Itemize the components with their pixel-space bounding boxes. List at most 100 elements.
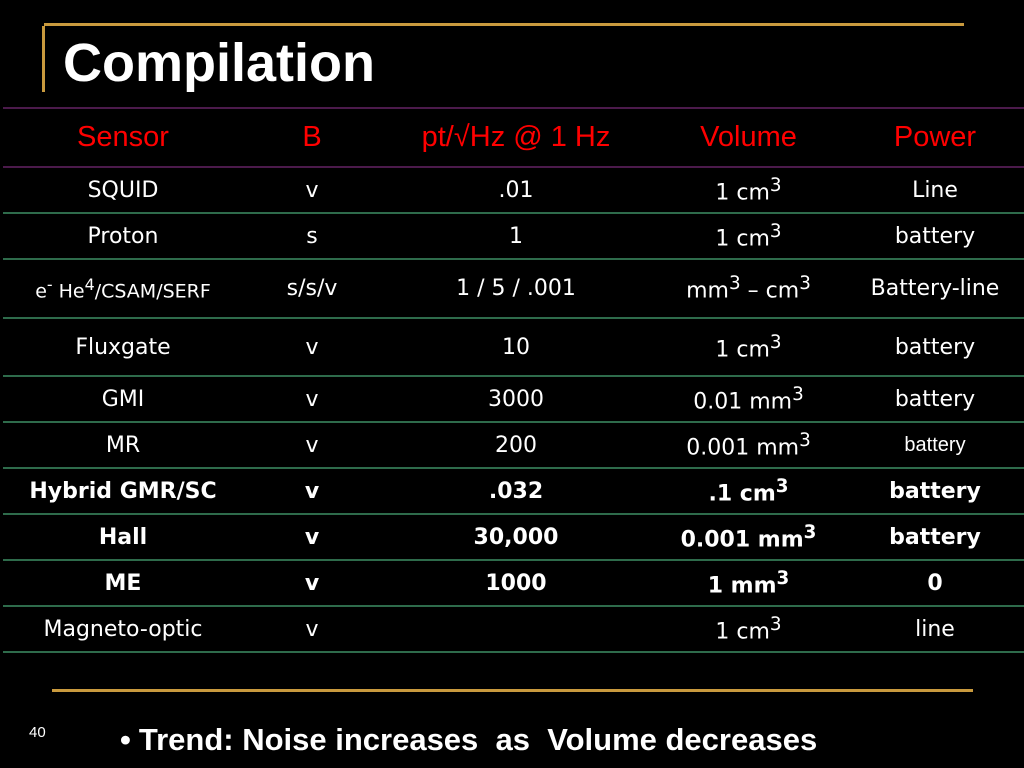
trend-bullet: • Trend: Noise increases as Volume decrea… [120, 720, 817, 760]
cell-b: v [243, 167, 381, 214]
cell-noise [381, 606, 651, 653]
header-sensor: Sensor [3, 107, 243, 168]
cell-b: v [243, 514, 381, 561]
volume-exponent: 3 [803, 521, 817, 543]
volume-exponent: 3 [776, 567, 790, 589]
cell-volume: mm3 – cm3 [651, 259, 846, 319]
cell-noise: .01 [381, 167, 651, 214]
trend-text: Trend: Noise increases as Volume decreas… [138, 722, 818, 757]
cell-noise: 10 [381, 318, 651, 377]
table-row: Magneto-optic v 1 cm3 line [3, 606, 1024, 653]
cell-sensor: Proton [3, 213, 243, 260]
volume-value: 0.001 mm [680, 527, 804, 553]
cell-volume: 1 cm3 [651, 213, 846, 260]
volume-value: 1 cm [715, 619, 770, 645]
cell-sensor: GMI [3, 376, 243, 423]
table-row: MR v 200 0.001 mm3 battery [3, 422, 1024, 469]
cell-volume: 1 cm3 [651, 318, 846, 377]
volume-value: 0.001 mm [686, 435, 800, 461]
sensor-superscript: 4 [84, 274, 95, 294]
volume-exponent: 3 [792, 383, 804, 405]
volume-value: .1 cm [708, 481, 776, 507]
volume-suffix-exponent: 3 [799, 273, 811, 295]
cell-power: battery [846, 318, 1024, 377]
cell-power: line [846, 606, 1024, 653]
cell-sensor: Hall [3, 514, 243, 561]
sensor-prefix-superscript: - [46, 274, 53, 294]
cell-power: Line [846, 167, 1024, 214]
cell-sensor: Magneto-optic [3, 606, 243, 653]
cell-sensor: Hybrid GMR/SC [3, 468, 243, 515]
cell-sensor: e- He4/CSAM/SERF [3, 259, 243, 319]
cell-power: battery [846, 422, 1024, 469]
cell-volume: 0.001 mm3 [651, 422, 846, 469]
left-accent-line [42, 26, 45, 92]
cell-sensor: ME [3, 560, 243, 607]
cell-b: v [243, 376, 381, 423]
cell-sensor: Fluxgate [3, 318, 243, 377]
volume-exponent: 3 [775, 475, 789, 497]
table-row: SQUID v .01 1 cm3 Line [3, 167, 1024, 214]
cell-volume: 0.001 mm3 [651, 514, 846, 561]
cell-sensor: SQUID [3, 167, 243, 214]
table-row: Hall v 30,000 0.001 mm3 battery [3, 514, 1024, 561]
cell-noise: 1000 [381, 560, 651, 607]
cell-power: 0 [846, 560, 1024, 607]
cell-noise: 200 [381, 422, 651, 469]
table-row: e- He4/CSAM/SERF s/s/v 1 / 5 / .001 mm3 … [3, 259, 1024, 319]
header-b: B [243, 107, 381, 168]
volume-value: 1 cm [715, 180, 770, 206]
table-row: GMI v 3000 0.01 mm3 battery [3, 376, 1024, 423]
volume-value: 0.01 mm [693, 389, 793, 415]
cell-power: battery [846, 376, 1024, 423]
header-volume: Volume [651, 107, 846, 168]
cell-volume: .1 cm3 [651, 468, 846, 515]
cell-b: v [243, 606, 381, 653]
cell-volume: 1 cm3 [651, 167, 846, 214]
table-row: Fluxgate v 10 1 cm3 battery [3, 318, 1024, 377]
volume-value: mm [686, 278, 729, 304]
cell-b: v [243, 560, 381, 607]
bullet-icon: • [120, 722, 131, 757]
cell-b: v [243, 468, 381, 515]
cell-noise: 30,000 [381, 514, 651, 561]
cell-volume: 1 cm3 [651, 606, 846, 653]
volume-value: 1 cm [715, 337, 770, 363]
cell-power: battery [846, 468, 1024, 515]
volume-suffix: – cm [740, 278, 800, 304]
sensor-prefix: e [35, 280, 47, 303]
volume-exponent: 3 [769, 220, 782, 242]
table-row: Hybrid GMR/SC v .032 .1 cm3 battery [3, 468, 1024, 515]
volume-exponent: 3 [769, 174, 782, 196]
header-power: Power [846, 107, 1024, 168]
volume-exponent: 3 [799, 429, 811, 451]
cell-noise: 1 [381, 213, 651, 260]
slide-title: Compilation [63, 33, 375, 93]
cell-noise: 1 / 5 / .001 [381, 259, 651, 319]
volume-value: 1 cm [715, 226, 770, 252]
cell-sensor: MR [3, 422, 243, 469]
sensor-comparison-table: Sensor B pt/√Hz @ 1 Hz Volume Power SQUI… [3, 107, 1024, 653]
volume-exponent: 3 [769, 331, 782, 353]
cell-b: v [243, 422, 381, 469]
cell-volume: 1 mm3 [651, 560, 846, 607]
table-row: Proton s 1 1 cm3 battery [3, 213, 1024, 260]
cell-noise: .032 [381, 468, 651, 515]
table-row: ME v 1000 1 mm3 0 [3, 560, 1024, 607]
page-number: 40 [29, 724, 46, 741]
top-accent-line [44, 23, 964, 26]
header-noise: pt/√Hz @ 1 Hz [381, 107, 651, 168]
sensor-suffix: /CSAM/SERF [94, 280, 211, 303]
cell-power: Battery-line [846, 259, 1024, 319]
cell-volume: 0.01 mm3 [651, 376, 846, 423]
bottom-accent-line [52, 689, 973, 692]
volume-value: 1 mm [707, 573, 777, 599]
cell-power: battery [846, 213, 1024, 260]
cell-b: v [243, 318, 381, 377]
cell-b: s/s/v [243, 259, 381, 319]
volume-exponent: 3 [769, 613, 782, 635]
cell-noise: 3000 [381, 376, 651, 423]
cell-power: battery [846, 514, 1024, 561]
table-header-row: Sensor B pt/√Hz @ 1 Hz Volume Power [3, 107, 1024, 168]
